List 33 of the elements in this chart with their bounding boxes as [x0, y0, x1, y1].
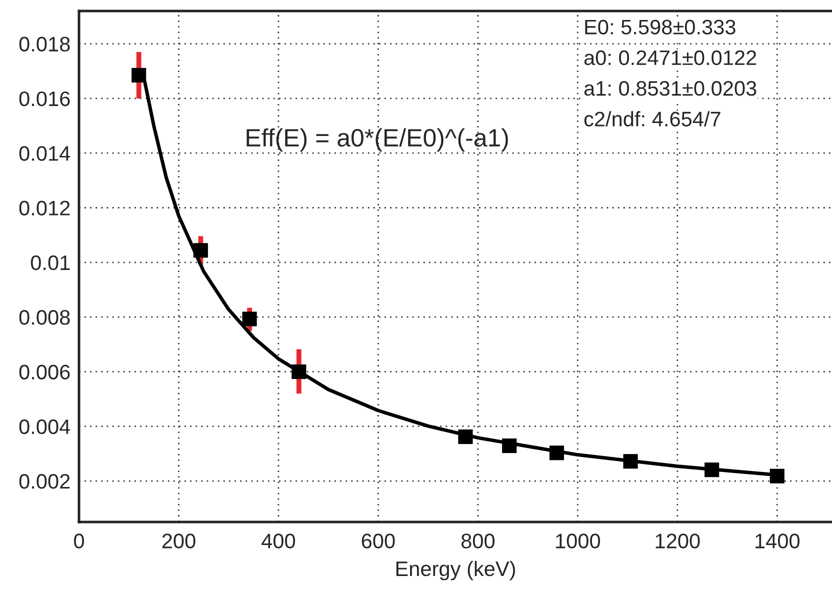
point	[502, 438, 517, 454]
y-tick-label: 0.002	[19, 474, 70, 489]
x-tick-label: 0	[74, 534, 84, 548]
y-tick-label: 0.004	[19, 419, 70, 434]
point	[132, 68, 146, 82]
annotation: Eff(E) = a0*(E/E0)^(-a1)	[246, 128, 508, 152]
point	[770, 468, 784, 484]
x-tick-label: 1200	[656, 534, 700, 548]
x-tick-label: 200	[162, 534, 196, 548]
x-tick-label: 1400	[756, 534, 800, 548]
y-tick-label: 0.008	[19, 310, 70, 325]
x-tick-label: 600	[362, 534, 395, 548]
point	[242, 312, 257, 326]
y-tick-label: 0.016	[19, 91, 70, 106]
annotation: a1: 0.8531±0.0203	[584, 81, 756, 96]
x-tick-label: 1000	[556, 534, 600, 548]
annotation: c2/ndf: 4.654/7	[584, 111, 720, 126]
x-tick-label: 800	[461, 534, 495, 548]
y-tick-label: 0.014	[19, 146, 70, 161]
x-tick-label: 400	[262, 534, 296, 548]
y-tick-label: 0.01	[30, 255, 70, 270]
point	[623, 454, 638, 469]
annotation: a0: 0.2471±0.0122	[584, 50, 756, 66]
point	[292, 364, 306, 379]
annotation: E0: 5.598±0.333	[585, 20, 736, 34]
point	[549, 446, 564, 460]
y-tick-label: 0.006	[19, 364, 70, 380]
point	[193, 243, 208, 258]
y-tick-label: 0.018	[19, 36, 70, 52]
point	[458, 429, 473, 444]
point	[704, 462, 720, 478]
x-axis-title: Energy (keV)	[396, 560, 515, 580]
y-tick-label: 0.012	[19, 200, 70, 216]
